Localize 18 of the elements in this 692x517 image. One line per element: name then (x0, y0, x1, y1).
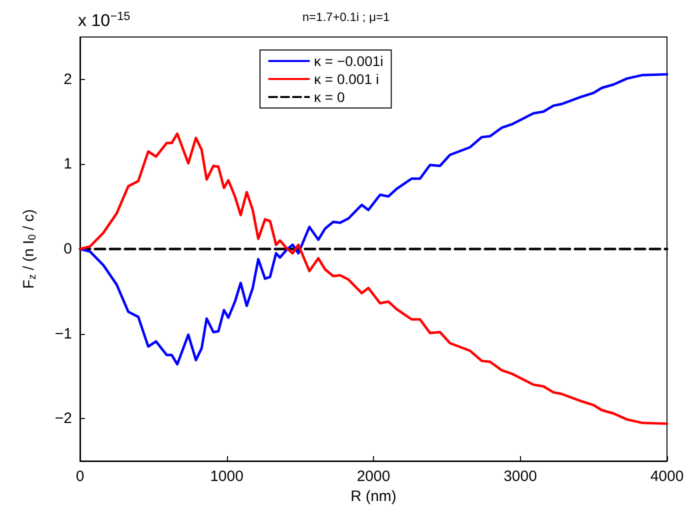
y-tick-label: −2 (54, 410, 72, 428)
legend-label: κ = 0 (314, 89, 345, 105)
y-axis-title: Fz / (n I0 / c) (20, 209, 38, 289)
x-tick-label: 1000 (210, 468, 244, 485)
legend-label: κ = −0.001i (314, 53, 384, 69)
line-series (78, 73, 668, 366)
chart-title: n=1.7+0.1i ; μ=1 (302, 10, 390, 24)
y-tick-label: 1 (64, 156, 72, 173)
y-tick-label: 2 (64, 70, 72, 88)
x-axis-title: R (nm) (350, 488, 396, 505)
x-tick-label: 0 (76, 468, 84, 485)
line-series (78, 132, 668, 425)
x-tick-label: 2000 (356, 468, 390, 485)
legend-label: κ = 0.001 i (314, 71, 379, 87)
x-tick-label: 4000 (650, 468, 684, 485)
y-tick-label: 0 (64, 240, 72, 258)
x-tick-label: 3000 (504, 468, 537, 485)
y-tick-label: −1 (54, 325, 72, 342)
